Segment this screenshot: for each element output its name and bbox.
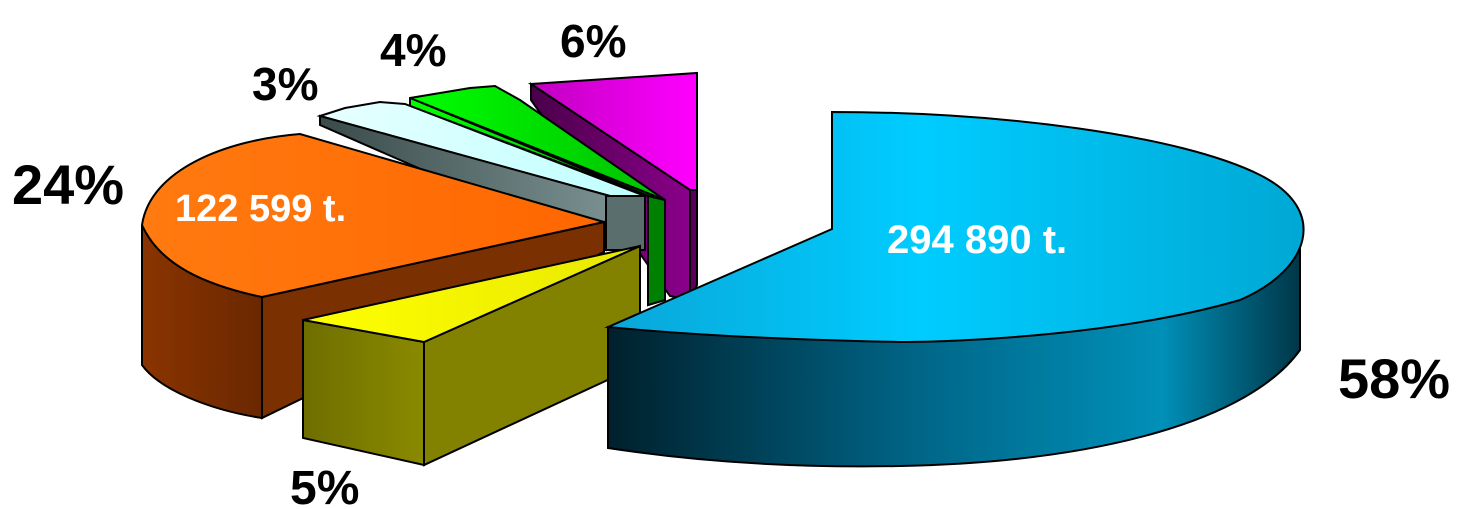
data-label-58: 294 890 t. <box>887 218 1067 262</box>
slice-label-5: 5% <box>290 462 359 509</box>
slice-label-58: 58% <box>1338 347 1450 410</box>
pie-slice-5 <box>302 244 641 467</box>
slice-label-24: 24% <box>12 153 124 216</box>
slice-label-6: 6% <box>560 15 626 67</box>
slice-label-4: 4% <box>380 24 446 76</box>
slice-label-3: 3% <box>252 58 318 110</box>
pie-slice-58 <box>604 110 1305 468</box>
data-label-24: 122 599 t. <box>175 188 346 230</box>
